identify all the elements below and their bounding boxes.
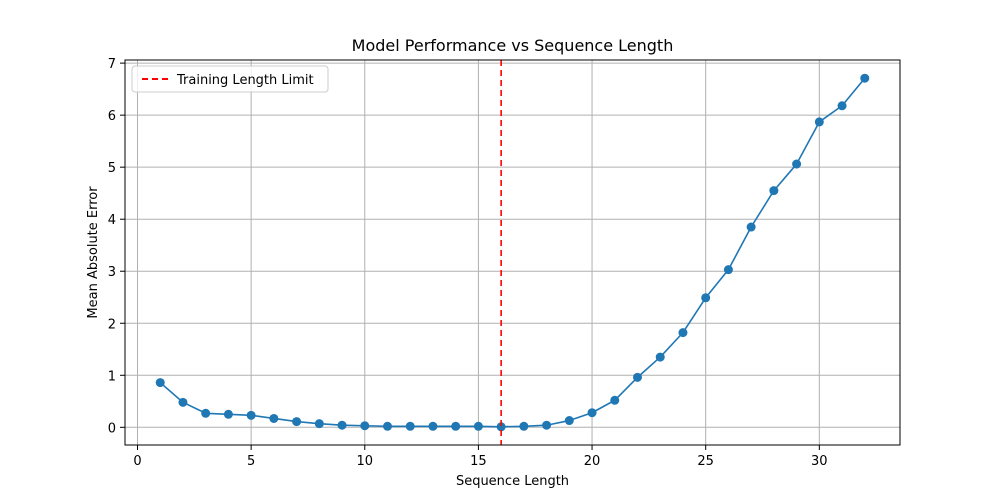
x-tick-label: 15 xyxy=(470,454,487,469)
data-point xyxy=(723,265,733,275)
data-point xyxy=(587,408,597,418)
y-tick-label: 5 xyxy=(108,161,116,176)
plot-frame xyxy=(124,59,901,446)
y-tick-label: 1 xyxy=(108,369,116,384)
x-tick-label: 25 xyxy=(697,454,714,469)
data-point xyxy=(246,410,256,420)
data-point xyxy=(542,420,552,430)
series-line xyxy=(159,77,866,428)
x-tick-label: 10 xyxy=(356,454,373,469)
x-tick-label: 30 xyxy=(811,454,828,469)
data-point xyxy=(564,416,574,426)
data-point xyxy=(360,421,370,431)
y-tick-label: 7 xyxy=(108,57,116,72)
data-point xyxy=(814,117,824,127)
x-tick-label: 20 xyxy=(584,454,601,469)
data-point xyxy=(178,397,188,407)
data-point xyxy=(428,421,438,431)
data-point xyxy=(292,417,302,427)
data-point xyxy=(519,421,529,431)
data-point xyxy=(314,419,324,429)
data-point xyxy=(223,409,233,419)
data-point xyxy=(837,101,847,111)
data-point xyxy=(792,159,802,169)
data-point xyxy=(201,408,211,418)
y-tick-label: 4 xyxy=(108,213,116,228)
data-point xyxy=(769,186,779,196)
legend-box xyxy=(131,65,329,93)
series-markers xyxy=(155,73,870,432)
data-point xyxy=(678,328,688,338)
x-axis-label: Sequence Length xyxy=(456,474,569,489)
y-axis-label: Mean Absolute Error xyxy=(86,186,101,319)
data-point xyxy=(746,222,756,232)
data-point xyxy=(383,421,392,431)
x-tick-label: 0 xyxy=(133,454,141,469)
data-point xyxy=(337,420,347,430)
data-point xyxy=(655,352,665,362)
data-point xyxy=(155,378,165,388)
axis-ticks: 0 5 10 15 20 25 30 0 1 2 3 4 5 6 7 xyxy=(108,57,828,469)
data-point xyxy=(496,422,506,432)
data-point xyxy=(269,413,279,423)
data-point xyxy=(405,421,415,431)
x-tick-label: 5 xyxy=(247,454,255,469)
legend: Training Length Limit xyxy=(131,65,329,93)
y-tick-label: 3 xyxy=(108,265,116,280)
data-point xyxy=(633,372,642,382)
data-point xyxy=(610,395,620,405)
chart-title: Model Performance vs Sequence Length xyxy=(352,36,674,55)
y-tick-label: 6 xyxy=(108,109,116,124)
y-tick-label: 0 xyxy=(108,421,116,436)
data-point xyxy=(473,421,483,431)
data-point xyxy=(701,293,711,303)
y-tick-label: 2 xyxy=(108,317,116,332)
grid xyxy=(125,60,900,445)
data-point xyxy=(451,421,461,431)
data-point xyxy=(860,73,870,83)
legend-label: Training Length Limit xyxy=(176,73,314,88)
series-polyline xyxy=(159,77,866,428)
